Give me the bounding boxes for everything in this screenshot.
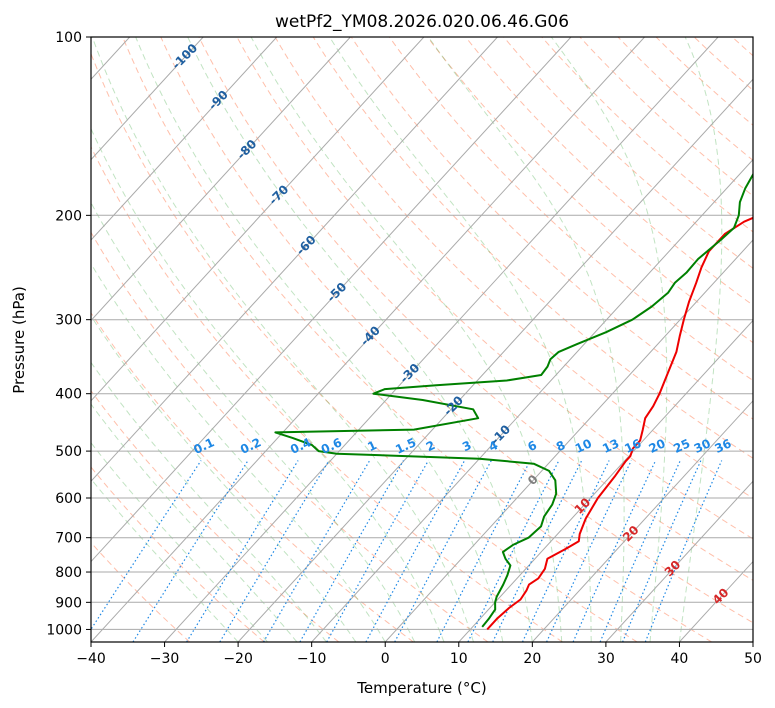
mixing-ratio-line — [622, 460, 702, 642]
isotherm-line — [458, 319, 753, 642]
mixing-ratio-line — [599, 460, 681, 642]
mixing-ratio-line — [299, 460, 405, 642]
mixing-ratio-label: 10 — [573, 436, 594, 456]
y-tick-label: 1000 — [46, 622, 82, 638]
x-tick-label: 50 — [744, 651, 762, 667]
moist-adiabat — [135, 37, 504, 642]
mixing-ratio-line — [644, 460, 723, 642]
dry-adiabat — [91, 390, 340, 642]
moist-adiabat — [550, 37, 668, 642]
isotherm-line — [91, 37, 278, 241]
dry-adiabat — [541, 37, 753, 233]
x-tick-label: 20 — [523, 651, 541, 667]
y-tick-label: 500 — [55, 444, 82, 460]
dry-adiabat — [91, 312, 414, 642]
dry-adiabat — [91, 231, 489, 642]
mixing-ratio-line — [572, 460, 657, 642]
x-axis-title: Temperature (°C) — [356, 679, 486, 697]
isotherm-line — [91, 37, 425, 402]
isotherm-line — [531, 400, 753, 642]
y-tick-label: 100 — [55, 30, 82, 46]
x-tick-label: 0 — [381, 651, 390, 667]
moist-adiabat — [427, 37, 625, 642]
mixing-ratio-line — [186, 460, 299, 642]
x-tick-label: 30 — [597, 651, 615, 667]
isotherm-line — [752, 641, 753, 642]
series-layer — [274, 172, 753, 631]
isotherm-line — [91, 37, 351, 322]
isotherm-line — [0, 37, 56, 642]
mixing-ratio-line — [521, 460, 610, 642]
y-tick-label: 700 — [55, 531, 82, 547]
mixing-ratio-label: 30 — [692, 436, 713, 456]
isotherm-line — [91, 37, 498, 482]
dry-adiabat — [160, 37, 753, 624]
moist-adiabat — [91, 201, 416, 642]
mixing-ratio-line — [467, 460, 560, 642]
moist-adiabat — [91, 127, 445, 642]
x-tick-label: −40 — [76, 651, 106, 667]
moist-adiabat — [91, 315, 357, 642]
isotherm-line — [91, 37, 204, 161]
y-tick-label: 300 — [55, 313, 82, 329]
moist-adiabat — [250, 37, 563, 642]
x-tick-label: 40 — [671, 651, 689, 667]
mixing-ratio-label: 20 — [647, 436, 668, 456]
axis-layer: −40 −30 −20 −10 0 10 20 30 40 50 100 200 300 400 500 60… — [46, 30, 762, 667]
y-tick-label: 600 — [55, 491, 82, 507]
y-tick-label: 800 — [55, 565, 82, 581]
mixing-ratio-line — [262, 460, 371, 642]
dry-adiabat — [617, 37, 753, 161]
x-tick-label: −10 — [297, 651, 327, 667]
moist-adiabat — [329, 37, 592, 642]
y-tick-label: 400 — [55, 387, 82, 403]
isotherm-line — [605, 480, 753, 642]
dry-adiabat — [122, 37, 713, 642]
mixing-ratio-label: 16 — [622, 436, 643, 456]
x-tick-label: −20 — [223, 651, 253, 667]
mixing-ratio-label: 13 — [600, 436, 621, 456]
plot-background — [91, 37, 753, 642]
isotherm-line — [164, 37, 719, 642]
mixing-ratio-label: 36 — [712, 436, 733, 456]
dewpoint-profile-line — [274, 172, 753, 628]
dry-adiabat — [503, 37, 753, 269]
y-tick-label: 900 — [55, 595, 82, 611]
moist-adiabat — [91, 37, 474, 642]
dry-adiabat — [388, 37, 753, 382]
dry-adiabat — [350, 37, 753, 420]
background-lines — [0, 37, 753, 642]
moist-adiabat — [91, 403, 298, 642]
chart-title: wetPf2_YM08.2026.020.06.46.G06 — [275, 12, 569, 32]
isotherm-line — [384, 239, 753, 642]
y-axis-title: Pressure (hPa) — [10, 286, 28, 394]
x-tick-label: −30 — [150, 651, 180, 667]
isotherm-line — [237, 78, 753, 642]
moist-adiabat — [91, 262, 386, 642]
mixing-ratio-line — [91, 460, 202, 631]
isotherm-line — [91, 37, 645, 642]
moist-adiabat — [91, 361, 327, 642]
moist-adiabat — [187, 37, 533, 642]
isotherm-line — [91, 37, 572, 563]
mixing-ratio-line — [546, 460, 632, 642]
mixing-ratio-line — [492, 460, 583, 642]
dry-adiabat — [465, 37, 753, 306]
y-tick-label: 200 — [55, 208, 82, 224]
x-tick-label: 10 — [450, 651, 468, 667]
dry-adiabat — [274, 37, 753, 499]
mixing-ratio-line — [326, 460, 429, 642]
dry-adiabat — [198, 37, 753, 581]
dry-adiabat — [91, 145, 563, 642]
moist-adiabat — [678, 37, 723, 642]
mixing-ratio-label: 25 — [671, 436, 692, 456]
dry-adiabat — [91, 52, 638, 642]
temperature-profile-line — [486, 216, 753, 631]
mixing-ratio-line — [219, 460, 330, 642]
plot-frame — [90, 36, 754, 643]
